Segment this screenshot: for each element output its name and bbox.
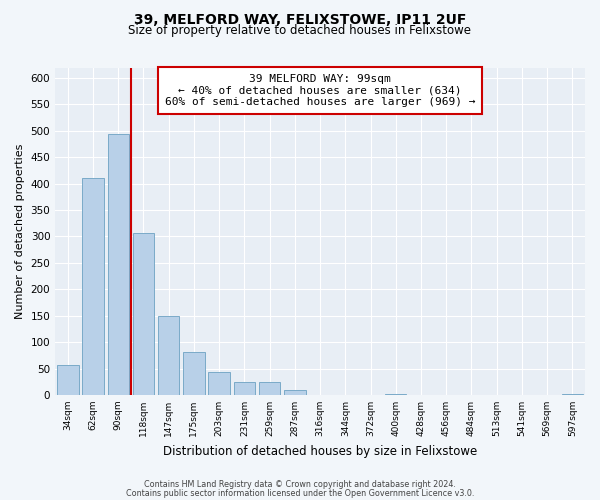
- Text: 39 MELFORD WAY: 99sqm
← 40% of detached houses are smaller (634)
60% of semi-det: 39 MELFORD WAY: 99sqm ← 40% of detached …: [165, 74, 475, 107]
- Bar: [208, 372, 230, 395]
- Bar: [259, 382, 280, 395]
- Bar: [107, 134, 129, 395]
- Text: Contains public sector information licensed under the Open Government Licence v3: Contains public sector information licen…: [126, 488, 474, 498]
- Bar: [133, 233, 154, 395]
- Bar: [284, 390, 305, 395]
- Bar: [57, 365, 79, 395]
- Text: Contains HM Land Registry data © Crown copyright and database right 2024.: Contains HM Land Registry data © Crown c…: [144, 480, 456, 489]
- X-axis label: Distribution of detached houses by size in Felixstowe: Distribution of detached houses by size …: [163, 444, 477, 458]
- Bar: [385, 394, 406, 395]
- Bar: [183, 352, 205, 395]
- Y-axis label: Number of detached properties: Number of detached properties: [15, 144, 25, 319]
- Text: 39, MELFORD WAY, FELIXSTOWE, IP11 2UF: 39, MELFORD WAY, FELIXSTOWE, IP11 2UF: [134, 12, 466, 26]
- Bar: [233, 382, 255, 395]
- Bar: [82, 178, 104, 395]
- Bar: [158, 316, 179, 395]
- Text: Size of property relative to detached houses in Felixstowe: Size of property relative to detached ho…: [128, 24, 472, 37]
- Bar: [562, 394, 583, 395]
